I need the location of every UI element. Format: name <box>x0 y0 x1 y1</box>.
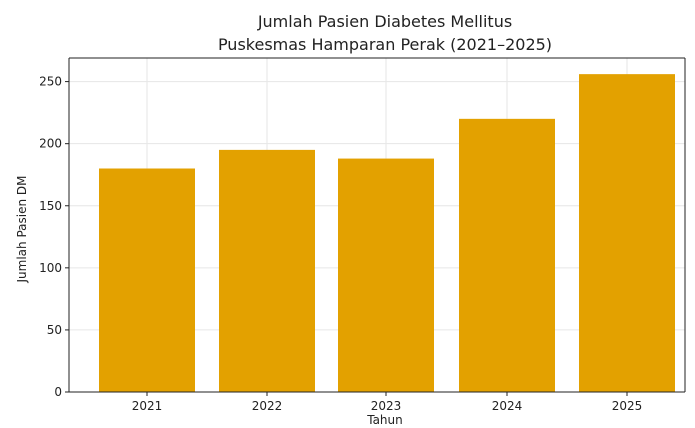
y-tick-label-150: 150 <box>39 199 62 213</box>
x-tick-labels: 2021 2022 2023 2024 2025 <box>132 392 643 413</box>
x-tick-label-2024: 2024 <box>492 399 523 413</box>
x-tick-label-2025: 2025 <box>612 399 643 413</box>
chart-title-line-2: Puskesmas Hamparan Perak (2021–2025) <box>218 35 552 54</box>
y-tick-label-100: 100 <box>39 261 62 275</box>
x-axis-label: Tahun <box>366 413 403 427</box>
y-tick-label-50: 50 <box>47 323 62 337</box>
y-axis-label: Jumlah Pasien DM <box>15 176 29 284</box>
bar-2022 <box>219 149 315 392</box>
y-tick-label-200: 200 <box>39 137 62 151</box>
x-tick-label-2022: 2022 <box>252 399 283 413</box>
bar-2021 <box>99 168 195 392</box>
axes <box>68 57 686 393</box>
bar-2023 <box>338 158 434 392</box>
y-tick-label-0: 0 <box>54 385 62 399</box>
chart-title-line-1: Jumlah Pasien Diabetes Mellitus <box>257 12 512 31</box>
bar-2024 <box>459 118 555 392</box>
bars <box>99 74 675 392</box>
x-tick-label-2021: 2021 <box>132 399 163 413</box>
y-tick-label-250: 250 <box>39 75 62 89</box>
y-tick-labels: 0 50 100 150 200 250 <box>39 75 69 399</box>
x-tick-label-2023: 2023 <box>371 399 402 413</box>
bar-2025 <box>579 74 675 392</box>
